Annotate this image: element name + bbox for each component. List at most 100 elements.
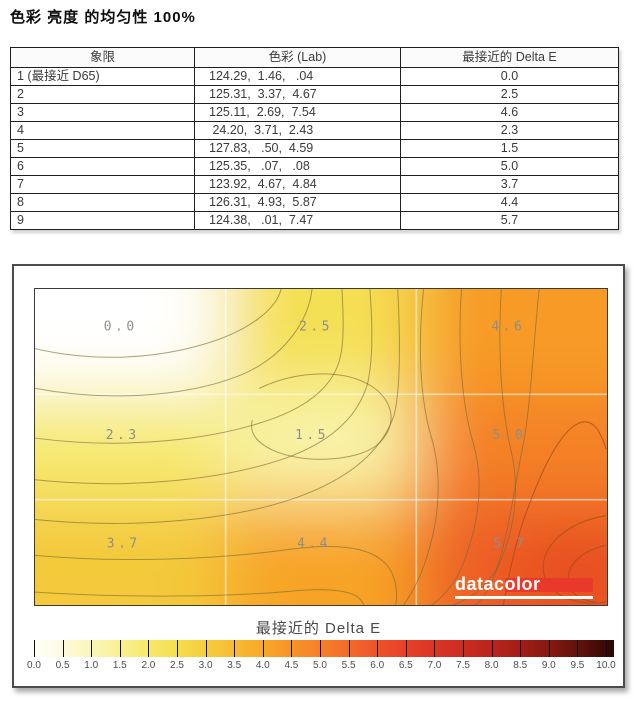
colorbar-tick [34, 640, 35, 657]
colorbar-tick [548, 640, 550, 657]
contour-lines [35, 289, 540, 605]
colorbar-tick-label: 2.5 [170, 660, 184, 671]
table-row: 8 126.31, 4.93, 5.87 4.4 [10, 193, 619, 212]
quadrant-cell: 7 [10, 175, 195, 194]
lab-cell: 125.31, 3.37, 4.67 [194, 85, 401, 104]
colorbar-tick [434, 640, 436, 657]
colorbar-tick-label: 5.0 [313, 660, 327, 671]
contour-value-label: 3.7 [107, 536, 141, 551]
colorbar-tick [91, 640, 93, 657]
colorbar-tick [377, 640, 379, 657]
colorbar-tick-label: 9.5 [570, 660, 585, 671]
col-header-delta-e: 最接近的 Delta E [400, 47, 619, 68]
colorbar-tick [148, 640, 150, 657]
colorbar-tick-label: 6.5 [398, 660, 413, 671]
quadrant-cell: 9 [10, 211, 195, 230]
contour-value-label: 5.7 [493, 536, 527, 551]
table-row: 6 125.35, .07, .08 5.0 [10, 157, 619, 176]
colorbar-tick-label: 3.5 [227, 660, 242, 671]
colorbar-tick [262, 640, 264, 657]
quadrant-cell: 5 [10, 139, 195, 158]
colorbar-tick-label: 9.0 [541, 660, 556, 671]
colorbar-tick [491, 640, 493, 657]
contour-plot: 0.0 2.5 4.6 2.3 1.5 5.0 3.7 4.4 5.7 data… [34, 288, 608, 606]
colorbar-tick [405, 640, 407, 657]
lab-cell: 127.83, .50, 4.59 [194, 139, 401, 158]
lab-cell: 125.11, 2.69, 7.54 [194, 103, 401, 122]
colorbar-tick [577, 640, 579, 657]
quadrant-cell: 6 [10, 157, 195, 176]
contour-value-label: 4.6 [491, 320, 525, 335]
table-row: 1 (最接近 D65) 124.29, 1.46, .04 0.0 [10, 67, 619, 86]
delta-e-cell: 3.7 [400, 175, 619, 194]
col-header-lab: 色彩 (Lab) [194, 47, 401, 68]
colorbar-tick-label: 1.0 [84, 660, 99, 671]
delta-e-cell: 5.0 [400, 157, 619, 176]
table-row: 4 24.20, 3.71, 2.43 2.3 [10, 121, 619, 140]
table-row: 7 123.92, 4.67, 4.84 3.7 [10, 175, 619, 194]
colorbar-tick-label: 4.0 [255, 660, 270, 671]
contour-value-label: 1.5 [295, 428, 329, 443]
colorbar-tick [320, 640, 321, 657]
delta-e-cell: 0.0 [400, 67, 619, 86]
colorbar-tick [119, 640, 121, 657]
colorbar-tick [177, 640, 178, 657]
colorbar-tick [520, 640, 522, 657]
lab-cell: 123.92, 4.67, 4.84 [194, 175, 401, 194]
colorbar-tick [606, 640, 607, 657]
quadrant-cell: 1 (最接近 D65) [10, 67, 195, 86]
colorbar-tick-label: 6.0 [370, 660, 385, 671]
datacolor-logo: datacolor [455, 574, 593, 599]
lab-cell: 126.31, 4.93, 5.87 [194, 193, 401, 212]
delta-e-cell: 5.7 [400, 211, 619, 230]
delta-e-cell: 4.6 [400, 103, 619, 122]
page-title: 色彩 亮度 的均匀性 100% [10, 9, 196, 26]
colorbar-tick-label: 7.0 [427, 660, 442, 671]
grid-lines [35, 289, 607, 605]
lab-cell: 124.38, .01, 7.47 [194, 211, 401, 230]
contour-value-label: 5.0 [492, 428, 526, 443]
colorbar-tick [234, 640, 236, 657]
logo-red-bar [505, 578, 593, 592]
lab-cell: 125.35, .07, .08 [194, 157, 401, 176]
value-labels: 0.0 2.5 4.6 2.3 1.5 5.0 3.7 4.4 5.7 [104, 320, 527, 552]
table-row: 2 125.31, 3.37, 4.67 2.5 [10, 85, 619, 104]
contour-value-label: 2.5 [299, 320, 333, 335]
quadrant-cell: 8 [10, 193, 195, 212]
col-header-quadrant: 象限 [10, 47, 195, 68]
colorbar-tick-label: 7.5 [456, 660, 470, 671]
contour-value-label: 4.4 [297, 536, 331, 551]
colorbar-tick-labels: 0.0 0.5 1.0 1.5 2.0 2.5 3.0 3.5 4.0 4.5 … [26, 660, 616, 673]
quadrant-cell: 4 [10, 121, 195, 140]
colorbar-tick-label: 3.0 [198, 660, 213, 671]
field-colors [35, 289, 607, 605]
colorbar-tick-label: 1.5 [112, 660, 127, 671]
colorbar-tick-label: 8.0 [484, 660, 499, 671]
colorbar-tick-label: 4.5 [284, 660, 299, 671]
uniformity-table: 象限 色彩 (Lab) 最接近的 Delta E 1 (最接近 D65) 124.… [10, 47, 619, 230]
delta-e-cell: 1.5 [400, 139, 619, 158]
delta-e-cell: 4.4 [400, 193, 619, 212]
colorbar-tick-label: 0.0 [27, 660, 41, 671]
chart-panel: 0.0 2.5 4.6 2.3 1.5 5.0 3.7 4.4 5.7 data… [12, 264, 625, 688]
lab-cell: 24.20, 3.71, 2.43 [194, 121, 401, 140]
colorbar-tick [348, 640, 350, 657]
colorbar-tick [205, 640, 207, 657]
colorbar: 0.0 0.5 1.0 1.5 2.0 2.5 3.0 3.5 4.0 4.5 … [26, 640, 616, 673]
colorbar-title: 最接近的 Delta E [255, 620, 382, 637]
delta-e-cell: 2.3 [400, 121, 619, 140]
colorbar-tick-label: 5.5 [341, 660, 356, 671]
colorbar-tick-label: 0.5 [55, 660, 70, 671]
contour-value-label: 0.0 [104, 320, 138, 335]
colorbar-gradient [26, 640, 614, 657]
colorbar-tick [62, 640, 64, 657]
logo-text: datacolor [455, 574, 541, 594]
table-row: 3 125.11, 2.69, 7.54 4.6 [10, 103, 619, 122]
colorbar-tick-label: 10.0 [596, 660, 616, 671]
colorbar-tick-label: 8.5 [513, 660, 528, 671]
delta-e-cell: 2.5 [400, 85, 619, 104]
contour-value-label: 2.3 [106, 428, 140, 443]
contour-field: 0.0 2.5 4.6 2.3 1.5 5.0 3.7 4.4 5.7 [35, 289, 607, 605]
lab-cell: 124.29, 1.46, .04 [194, 67, 401, 86]
